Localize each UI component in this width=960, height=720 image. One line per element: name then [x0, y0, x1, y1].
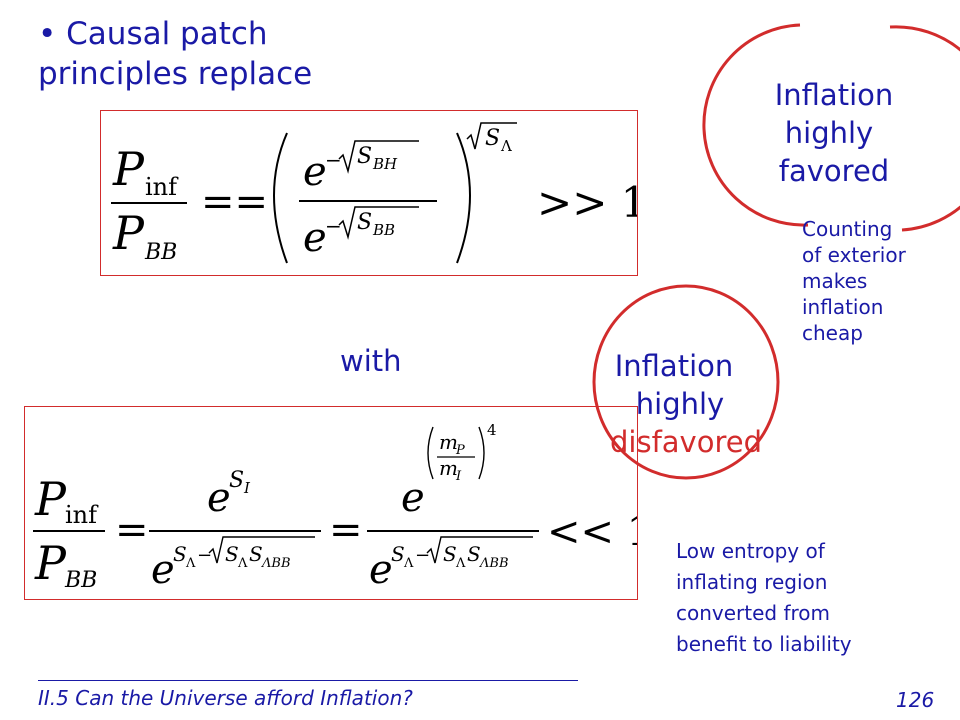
eq2-exp-num-sub: P [455, 443, 465, 458]
bullet-symbol: • [38, 16, 57, 52]
eq2-right-den-sub: Λ [403, 556, 414, 571]
eq1-lhs-num-sub: inf [145, 173, 179, 201]
eq1-exp-sqrt [466, 122, 517, 150]
eq1-lhs-num: P [112, 142, 145, 196]
eq2-exp-den-m: m [439, 456, 458, 480]
eq2-lhs-den: P [34, 536, 67, 590]
bullet-line2: principles replace [38, 56, 313, 92]
eq2-exp-right-paren [478, 426, 485, 480]
eq2-mid-den-S2: S [225, 542, 239, 566]
eq1-lhs-den: P [112, 206, 145, 260]
eq2-exp-den-sub: I [455, 469, 462, 484]
eq1-left-paren [273, 132, 288, 264]
favored-note-line: inflation [802, 295, 884, 319]
disfavored-note-line: converted from [676, 601, 831, 625]
favored-line3: favored [778, 154, 890, 188]
eq1-num-S: S [357, 144, 372, 169]
eq2-right-num-e: e [401, 475, 425, 521]
eq2-right-den-sub3: ΛBB [479, 556, 509, 571]
eq2-exp-pow: 4 [487, 421, 497, 439]
disfavored-line3: disfavored [610, 425, 762, 459]
equation-2: P inf P BB = e S I e S Λ − S Λ S ΛBB = e… [33, 421, 637, 593]
eq2-lhs-den-sub: BB [64, 568, 97, 593]
disfavored-note-line: inflating region [676, 570, 828, 594]
footer-title: II.5 Can the Universe afford Inflation? [38, 686, 413, 710]
favored-note-line: cheap [802, 321, 863, 345]
equation-1: P inf P BB == e − S BH e − S BB S Λ >> 1 [111, 122, 637, 265]
eq1-den-S: S [357, 210, 372, 235]
eq1-lhs-den-sub: BB [144, 240, 177, 265]
disfavored-note: Low entropy of inflating region converte… [676, 536, 946, 660]
eq2-mid-den-sub: Λ [185, 556, 196, 571]
equation-box-favored: P inf P BB == e − S BH e − S BB S Λ >> 1 [100, 110, 638, 276]
eq2-mid-num-sub: I [243, 479, 251, 497]
favored-line1: Inflation [774, 78, 894, 112]
favored-note-line: of exterior [802, 243, 906, 267]
eq2-mid-den-S: S [173, 542, 187, 566]
eq2-right-den-S2: S [443, 542, 457, 566]
disfavored-note-line: benefit to liability [676, 632, 852, 656]
eq1-num-minus: − [325, 148, 342, 172]
eq2-eq1: = [115, 507, 149, 553]
equation-box-disfavored: P inf P BB = e S I e S Λ − S Λ S ΛBB = e… [24, 406, 638, 600]
eq2-exp-num-m: m [439, 430, 458, 454]
eq2-right-den-sqrt [426, 536, 533, 564]
eq1-den-e: e [303, 215, 327, 261]
eq2-mid-den-sqrt [208, 536, 315, 564]
eq2-eq2: = [329, 507, 363, 553]
disfavored-line2: highly [635, 387, 725, 421]
favored-note: Counting of exterior makes inflation che… [802, 216, 952, 346]
favored-line2: highly [784, 116, 874, 150]
eq2-lhs-num-sub: inf [65, 501, 99, 529]
eq1-num-e: e [303, 149, 327, 195]
favored-label: Inflation highly favored [742, 76, 926, 190]
eq2-mid-den-minus: − [197, 545, 212, 566]
eq2-mid-den-e: e [151, 547, 175, 593]
eq2-mid-num-e: e [207, 475, 231, 521]
footer-rule [38, 680, 578, 681]
eq2-mid-num-S: S [229, 468, 244, 493]
eq2-lhs-num: P [34, 472, 67, 526]
eq1-right-paren [456, 132, 471, 264]
eq1-den-minus: − [325, 214, 342, 238]
eq2-rel: << 1 [547, 509, 637, 555]
favored-note-line: Counting [802, 217, 893, 241]
eq1-num-sub: BH [372, 155, 398, 173]
eq1-op: == [201, 179, 268, 225]
eq2-right-den-sub2: Λ [455, 556, 466, 571]
eq2-right-den-e: e [369, 547, 393, 593]
disfavored-line1: Inflation [614, 349, 734, 383]
eq2-right-den-S: S [391, 542, 405, 566]
bullet-line1: Causal patch [66, 16, 268, 52]
disfavored-note-line: Low entropy of [676, 539, 825, 563]
with-label: with [340, 344, 402, 378]
eq1-den-sub: BB [372, 221, 395, 239]
eq2-mid-den-S3: S [249, 542, 263, 566]
eq1-den-sqrt [338, 206, 419, 240]
eq1-rel: >> 1 [537, 178, 637, 227]
eq1-num-sqrt [338, 140, 419, 174]
page-number: 126 [896, 688, 935, 712]
eq2-right-den-S3: S [467, 542, 481, 566]
eq2-mid-den-sub3: ΛBB [261, 556, 291, 571]
bullet-heading: • Causal patch principles replace [38, 14, 358, 94]
eq2-mid-den-sub2: Λ [237, 556, 248, 571]
eq1-exp-S: S [485, 126, 500, 151]
eq1-exp-sub: Λ [500, 137, 512, 155]
eq2-exp-left-paren [427, 426, 434, 480]
disfavored-label: Inflation highly disfavored [594, 347, 778, 461]
eq2-right-den-minus: − [415, 545, 430, 566]
favored-note-line: makes [802, 269, 868, 293]
